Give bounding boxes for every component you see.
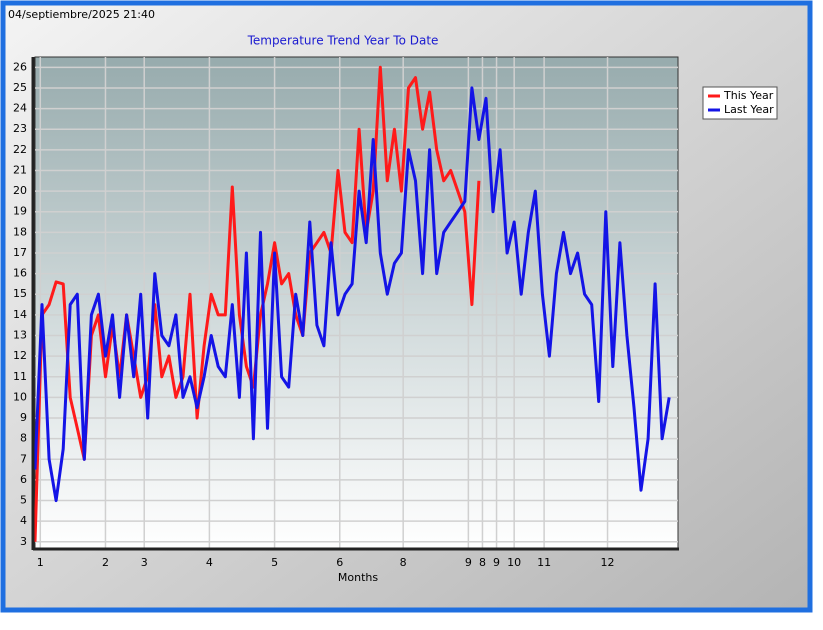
x-tick-label: 5 <box>271 556 278 569</box>
y-tick-label: 8 <box>20 432 27 445</box>
plot-area <box>34 56 679 549</box>
x-tick-label: 8 <box>400 556 407 569</box>
y-tick-label: 13 <box>13 329 27 342</box>
x-tick-label: 4 <box>206 556 213 569</box>
x-tick-label: 1 <box>37 556 44 569</box>
y-tick-label: 4 <box>20 514 27 527</box>
y-tick-label: 16 <box>13 267 27 280</box>
y-tick-label: 11 <box>13 370 27 383</box>
x-tick-label: 8 <box>479 556 486 569</box>
y-tick-label: 6 <box>20 473 27 486</box>
y-tick-label: 23 <box>13 122 27 135</box>
x-axis-label: Months <box>338 571 378 584</box>
y-tick-label: 7 <box>20 452 27 465</box>
y-tick-label: 3 <box>20 535 27 548</box>
y-tick-label: 25 <box>13 81 27 94</box>
y-tick-label: 17 <box>13 246 27 259</box>
y-tick-label: 22 <box>13 143 27 156</box>
y-tick-label: 19 <box>13 205 27 218</box>
y-tick-label: 5 <box>20 494 27 507</box>
y-tick-label: 26 <box>13 60 27 73</box>
x-tick-label: 9 <box>465 556 472 569</box>
series-line <box>33 86 671 503</box>
y-tick-label: 10 <box>13 390 27 403</box>
timestamp: 04/septiembre/2025 21:40 <box>8 8 155 21</box>
legend-label: This Year <box>723 89 774 102</box>
y-tick-label: 15 <box>13 287 27 300</box>
x-tick-label: 6 <box>336 556 343 569</box>
x-tick-label: 2 <box>102 556 109 569</box>
y-tick-label: 24 <box>13 102 27 115</box>
y-tick-label: 20 <box>13 184 27 197</box>
y-tick-label: 18 <box>13 225 27 238</box>
legend-label: Last Year <box>724 103 774 116</box>
x-tick-label: 11 <box>537 556 551 569</box>
x-tick-label: 9 <box>493 556 500 569</box>
chart-title: Temperature Trend Year To Date <box>247 34 439 48</box>
x-tick-label: 3 <box>141 556 148 569</box>
y-tick-label: 9 <box>20 411 27 424</box>
x-tick-label: 10 <box>507 556 521 569</box>
y-tick-label: 21 <box>13 163 27 176</box>
y-tick-label: 14 <box>13 308 27 321</box>
legend <box>702 86 778 120</box>
x-tick-label: 12 <box>601 556 615 569</box>
y-tick-label: 12 <box>13 349 27 362</box>
